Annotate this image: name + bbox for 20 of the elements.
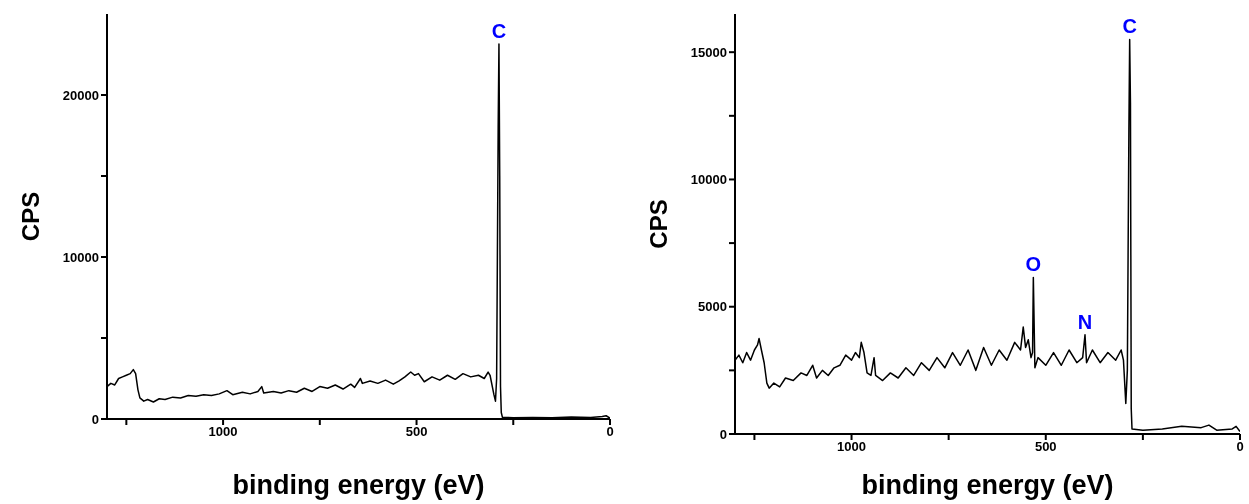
x-axis-title: binding energy (eV) xyxy=(232,470,485,500)
x-tick-label: 1000 xyxy=(837,439,866,455)
y-tick-label: 20000 xyxy=(62,87,99,103)
y-tick-label: 5000 xyxy=(698,299,727,315)
x-tick-label: 0 xyxy=(606,424,614,440)
y-tick-label: 10000 xyxy=(62,249,99,265)
annotation: N xyxy=(1077,310,1093,333)
y-tick-label: 0 xyxy=(91,411,99,427)
x-tick-label: 500 xyxy=(1034,439,1057,455)
x-tick-label: 500 xyxy=(405,424,428,440)
x-tick-label: 0 xyxy=(1236,439,1244,455)
y-axis-title: CPS xyxy=(644,199,672,249)
y-axis-title: CPS xyxy=(16,191,44,242)
x-axis-title: binding energy (eV) xyxy=(861,470,1114,500)
x-tick-label: 1000 xyxy=(208,424,238,440)
y-tick-label: 15000 xyxy=(690,44,727,60)
annotation: O xyxy=(1025,253,1042,276)
y-tick-label: 10000 xyxy=(690,172,727,188)
annotation: C xyxy=(491,19,507,42)
annotation: C xyxy=(1122,15,1137,38)
